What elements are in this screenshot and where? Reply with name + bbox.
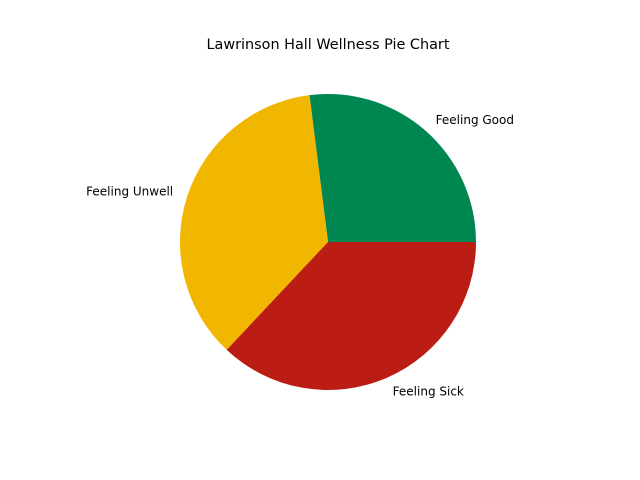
- pie-label-feeling-good: Feeling Good: [436, 113, 514, 127]
- pie-label-feeling-unwell: Feeling Unwell: [86, 185, 173, 199]
- pie-slice-feeling-sick: [226, 242, 476, 390]
- pie-labels: Feeling Good Feeling Unwell Feeling Sick: [86, 113, 514, 399]
- pie-slice-feeling-good: [309, 94, 476, 242]
- pie-slice-feeling-unwell: [180, 95, 328, 350]
- pie-label-feeling-sick: Feeling Sick: [393, 384, 464, 398]
- pie-slices: [180, 94, 476, 390]
- chart-title: Lawrinson Hall Wellness Pie Chart: [207, 37, 450, 53]
